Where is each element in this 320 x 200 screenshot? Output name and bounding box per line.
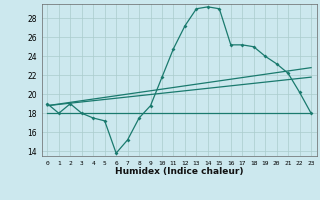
X-axis label: Humidex (Indice chaleur): Humidex (Indice chaleur) <box>115 167 244 176</box>
